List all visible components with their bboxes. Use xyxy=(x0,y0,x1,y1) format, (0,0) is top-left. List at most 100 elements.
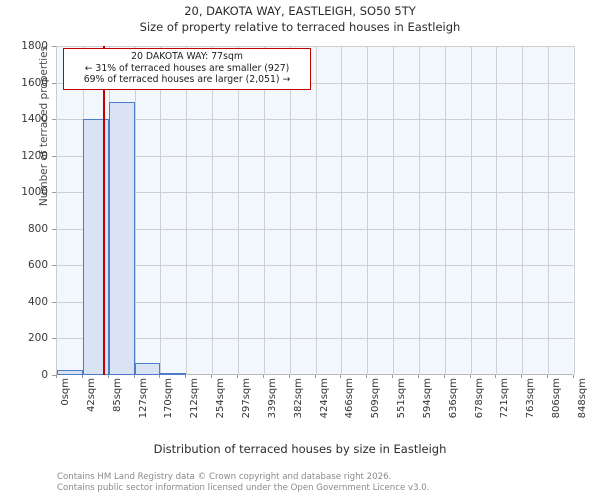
gridline-vertical xyxy=(418,46,420,375)
x-tick-mark xyxy=(469,375,471,378)
y-tick-label: 1400 xyxy=(21,113,48,126)
gridline-vertical xyxy=(341,46,343,375)
histogram-bar xyxy=(160,372,187,375)
gridline-vertical xyxy=(574,46,575,375)
x-tick-mark xyxy=(81,375,83,378)
gridline-vertical xyxy=(186,46,188,375)
gridline-vertical xyxy=(134,46,136,375)
gridline-vertical xyxy=(160,46,162,375)
footer-line-2: Contains public sector information licen… xyxy=(57,482,430,493)
x-tick-mark xyxy=(340,375,342,378)
histogram-bar xyxy=(134,363,161,375)
x-tick-mark xyxy=(185,375,187,378)
plot-area xyxy=(56,46,575,375)
x-tick-label: 339sqm xyxy=(266,378,278,419)
y-axis-ticks: 0 200 400 600 800 1000 1200 1400 1600 1800 xyxy=(0,40,56,381)
y-tick-mark xyxy=(52,228,56,230)
x-tick-label: 551sqm xyxy=(396,378,408,419)
y-tick-label: 800 xyxy=(27,222,48,235)
y-tick-mark xyxy=(52,265,56,267)
y-tick-label: 0 xyxy=(41,369,48,381)
y-tick-mark xyxy=(52,155,56,157)
y-tick-mark xyxy=(52,46,56,47)
annotation-property-size: 20 DAKOTA WAY: 77sqm xyxy=(131,51,243,62)
property-marker-line xyxy=(102,46,105,375)
y-tick-label: 1600 xyxy=(21,76,48,89)
x-tick-mark xyxy=(211,375,213,378)
gridline-vertical xyxy=(212,46,214,375)
x-tick-mark xyxy=(314,375,316,378)
y-tick-mark xyxy=(52,192,56,194)
gridline-vertical xyxy=(393,46,395,375)
y-tick-label: 600 xyxy=(27,259,48,272)
x-tick-mark xyxy=(366,375,368,378)
x-tick-label: 382sqm xyxy=(292,378,304,419)
histogram-bar xyxy=(108,101,135,375)
x-axis-title: Distribution of terraced houses by size … xyxy=(153,442,447,456)
x-tick-label: 424sqm xyxy=(318,378,330,419)
y-tick-mark xyxy=(52,82,56,84)
x-tick-mark xyxy=(547,375,549,378)
x-tick-label: 254sqm xyxy=(215,378,227,419)
gridline-vertical xyxy=(289,46,291,375)
x-tick-label: 594sqm xyxy=(421,378,433,419)
y-tick-label: 400 xyxy=(27,295,48,308)
x-tick-mark xyxy=(236,375,238,378)
x-tick-mark xyxy=(443,375,445,378)
histogram-bar xyxy=(57,369,83,375)
x-tick-mark xyxy=(56,375,57,378)
x-tick-label: 212sqm xyxy=(189,378,201,419)
gridline-vertical xyxy=(367,46,369,375)
x-tick-mark xyxy=(573,375,574,378)
gridline-vertical xyxy=(548,46,550,375)
x-tick-mark xyxy=(262,375,264,378)
y-tick-label: 1800 xyxy=(21,40,48,52)
gridline-vertical xyxy=(444,46,446,375)
x-tick-mark xyxy=(288,375,290,378)
annotation-smaller: ← 31% of terraced houses are smaller (92… xyxy=(84,62,290,74)
property-annotation-box: 20 DAKOTA WAY: 77sqm ← 31% of terraced h… xyxy=(63,48,311,90)
x-tick-mark xyxy=(521,375,523,378)
footer-attribution: Contains HM Land Registry data © Crown c… xyxy=(57,472,597,493)
gridline-vertical xyxy=(496,46,498,375)
x-tick-mark xyxy=(495,375,497,378)
x-tick-label: 127sqm xyxy=(137,378,149,419)
chart-title-address: 20, DAKOTA WAY, EASTLEIGH, SO50 5TY xyxy=(184,4,416,18)
gridline-vertical xyxy=(315,46,317,375)
x-tick-label: 806sqm xyxy=(551,378,563,419)
footer-line-1: Contains HM Land Registry data © Crown c… xyxy=(57,472,392,482)
x-tick-label: 763sqm xyxy=(525,378,537,419)
x-tick-label: 636sqm xyxy=(447,378,459,419)
x-tick-label: 466sqm xyxy=(344,378,356,419)
y-tick-mark xyxy=(52,301,56,303)
x-axis-ticks: 0sqm 42sqm 85sqm 127sqm 170sqm 212sqm 254sqm 29… xyxy=(56,375,588,440)
chart-title-block: 20, DAKOTA WAY, EASTLEIGH, SO50 5TY Size… xyxy=(0,4,600,35)
x-tick-label: 678sqm xyxy=(473,378,485,419)
x-tick-mark xyxy=(159,375,161,378)
x-tick-label: 0sqm xyxy=(60,378,71,406)
x-tick-mark xyxy=(392,375,394,378)
y-tick-label: 1000 xyxy=(21,186,48,199)
x-tick-label: 721sqm xyxy=(499,378,511,419)
x-tick-label: 848sqm xyxy=(577,378,588,419)
x-tick-mark xyxy=(133,375,135,378)
annotation-larger: 69% of terraced houses are larger (2,051… xyxy=(83,74,291,85)
y-tick-mark xyxy=(52,338,56,340)
y-tick-label: 1200 xyxy=(21,149,48,162)
x-tick-mark xyxy=(417,375,419,378)
x-tick-label: 297sqm xyxy=(240,378,252,419)
y-tick-label: 200 xyxy=(27,332,48,345)
x-tick-label: 509sqm xyxy=(370,378,382,419)
x-tick-label: 42sqm xyxy=(85,378,97,413)
histogram-bars xyxy=(57,46,574,375)
gridline-vertical xyxy=(470,46,472,375)
gridline-vertical xyxy=(263,46,265,375)
gridline-vertical xyxy=(237,46,239,375)
y-tick-mark xyxy=(52,375,56,376)
x-tick-label: 170sqm xyxy=(163,378,175,419)
y-tick-mark xyxy=(52,119,56,121)
x-tick-mark xyxy=(107,375,109,378)
x-tick-label: 85sqm xyxy=(111,378,123,413)
chart-subtitle: Size of property relative to terraced ho… xyxy=(139,20,461,34)
